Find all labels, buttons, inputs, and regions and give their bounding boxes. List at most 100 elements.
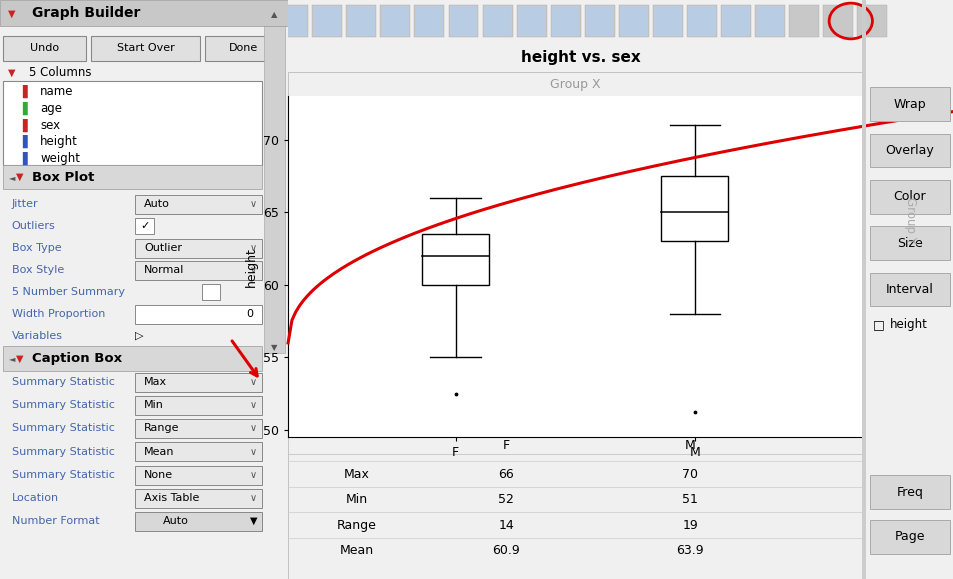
Text: ▐: ▐ (17, 152, 27, 165)
Text: 70: 70 (681, 467, 698, 481)
Text: Min: Min (346, 493, 368, 506)
Text: Size: Size (896, 237, 922, 250)
FancyBboxPatch shape (135, 195, 262, 214)
Text: Interval: Interval (885, 283, 933, 296)
Text: Min: Min (144, 400, 164, 411)
Text: ▼: ▼ (16, 172, 23, 182)
Text: Caption Box: Caption Box (31, 352, 122, 365)
Y-axis label: height: height (244, 247, 257, 287)
Bar (0, 0, 288, 26)
Text: 66: 66 (498, 467, 514, 481)
Bar (755, 5, 784, 37)
FancyBboxPatch shape (135, 419, 262, 438)
FancyBboxPatch shape (135, 305, 262, 324)
Bar (517, 5, 546, 37)
Bar (380, 5, 410, 37)
Text: Auto: Auto (144, 199, 170, 209)
Text: F: F (502, 439, 509, 452)
Bar (857, 5, 886, 37)
Text: ▼: ▼ (8, 67, 15, 78)
Text: ▐: ▐ (17, 119, 27, 131)
Text: ▐: ▐ (17, 85, 27, 98)
Text: Range: Range (336, 519, 376, 532)
FancyBboxPatch shape (135, 466, 262, 485)
Text: Outlier: Outlier (144, 243, 182, 253)
Bar (201, 284, 220, 300)
Text: 51: 51 (681, 493, 698, 506)
Bar (346, 5, 375, 37)
Text: 19: 19 (681, 519, 698, 532)
Bar (448, 5, 478, 37)
Text: Location: Location (11, 493, 58, 503)
Text: Box Style: Box Style (11, 265, 64, 275)
FancyBboxPatch shape (91, 36, 200, 61)
Text: ▐: ▐ (17, 135, 27, 148)
Text: ▼: ▼ (8, 8, 15, 19)
Bar (278, 5, 308, 37)
Text: Overlay: Overlay (884, 144, 933, 157)
FancyBboxPatch shape (204, 36, 282, 61)
Text: Summary Statistic: Summary Statistic (11, 400, 114, 411)
Text: Done: Done (229, 43, 258, 53)
FancyBboxPatch shape (135, 489, 262, 508)
Text: □: □ (872, 318, 883, 331)
Bar (314, 6, 340, 36)
Bar (552, 6, 578, 36)
Bar (550, 5, 580, 37)
Text: Max: Max (344, 467, 370, 481)
Text: Mean: Mean (144, 446, 174, 457)
Text: 14: 14 (498, 519, 514, 532)
Text: ◄: ◄ (9, 173, 15, 182)
Bar (688, 6, 715, 36)
Bar (652, 5, 682, 37)
Text: 5 Columns: 5 Columns (29, 66, 91, 79)
Bar (414, 5, 444, 37)
Text: Max: Max (144, 377, 167, 387)
Bar (721, 6, 749, 36)
Text: Summary Statistic: Summary Statistic (11, 446, 114, 457)
Text: Graph Builder: Graph Builder (31, 6, 140, 20)
Bar (618, 5, 648, 37)
Text: ∨: ∨ (250, 400, 256, 411)
Bar (421, 234, 489, 285)
Text: Group X: Group X (549, 78, 600, 91)
Bar (279, 6, 307, 36)
FancyBboxPatch shape (135, 261, 262, 280)
FancyBboxPatch shape (135, 373, 262, 392)
Text: Box Type: Box Type (11, 243, 61, 253)
Text: Summary Statistic: Summary Statistic (11, 470, 114, 480)
Text: ∨: ∨ (250, 243, 256, 253)
Bar (263, 6, 285, 353)
Text: Start Over: Start Over (116, 43, 174, 53)
Bar (3, 165, 262, 189)
Bar (381, 6, 409, 36)
Bar (720, 5, 750, 37)
FancyBboxPatch shape (135, 396, 262, 415)
Bar (584, 5, 614, 37)
FancyBboxPatch shape (135, 239, 262, 258)
Bar (135, 218, 154, 234)
FancyBboxPatch shape (135, 442, 262, 461)
Text: ▲: ▲ (271, 10, 277, 19)
Bar (686, 5, 717, 37)
Text: ▐: ▐ (17, 102, 27, 115)
Text: weight: weight (40, 152, 80, 165)
Text: ▼: ▼ (16, 353, 23, 364)
Text: ∨: ∨ (250, 265, 256, 275)
Text: Wrap: Wrap (893, 98, 925, 111)
Text: Outliers: Outliers (11, 221, 55, 231)
Text: Summary Statistic: Summary Statistic (11, 377, 114, 387)
Text: 5 Number Summary: 5 Number Summary (11, 287, 125, 297)
Text: Auto: Auto (163, 516, 189, 526)
Bar (3, 81, 262, 165)
FancyBboxPatch shape (3, 36, 87, 61)
FancyBboxPatch shape (869, 134, 949, 167)
Text: Mean: Mean (339, 544, 374, 557)
Bar (756, 6, 783, 36)
FancyBboxPatch shape (869, 273, 949, 306)
Text: height vs. sex: height vs. sex (520, 50, 640, 64)
Text: 52: 52 (497, 493, 514, 506)
Bar (517, 6, 545, 36)
Text: age: age (40, 102, 62, 115)
Text: ∨: ∨ (250, 377, 256, 387)
